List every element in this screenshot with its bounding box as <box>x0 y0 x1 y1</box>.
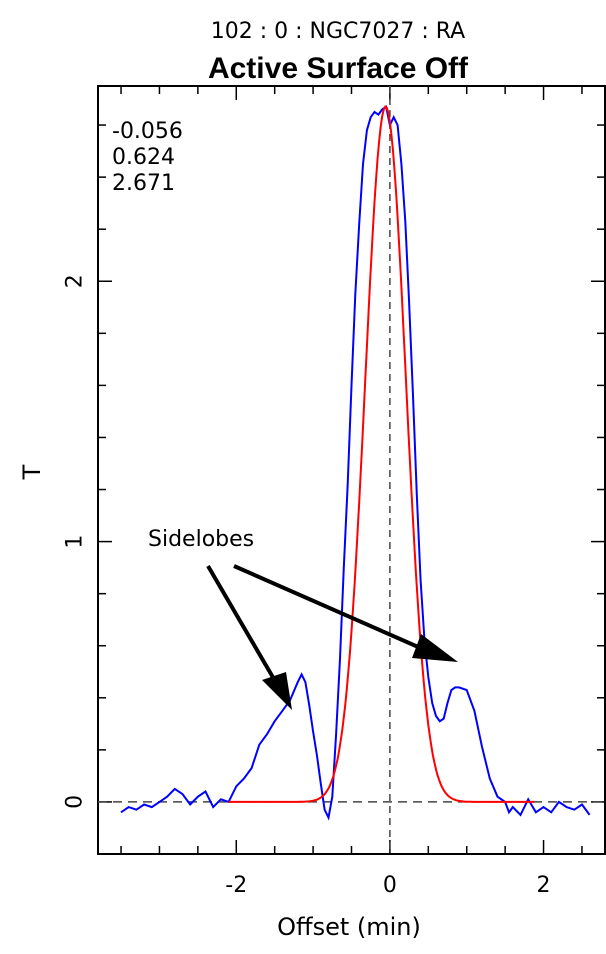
x-tick-label: 0 <box>383 873 397 898</box>
y-tick-label: 2 <box>63 274 88 288</box>
annotation-arrows <box>206 564 458 710</box>
arrow-left-head <box>262 672 292 710</box>
stat-peak: 2.671 <box>112 171 175 196</box>
reference-lines <box>98 86 605 854</box>
y-tick-label: 1 <box>63 535 88 549</box>
tick-labels: -2 0 2 0 1 2 <box>63 274 551 898</box>
arrow-right-shaft <box>233 564 426 652</box>
x-tick-label: -2 <box>225 873 247 898</box>
series-fit-line <box>228 105 535 803</box>
y-tick-label: 0 <box>63 795 88 809</box>
chart-subtitle: 102 : 0 : NGC7027 : RA <box>211 19 465 44</box>
annotation-sidelobes: Sidelobes <box>148 527 254 552</box>
x-tick-label: 2 <box>537 873 551 898</box>
x-axis-label: Offset (min) <box>277 913 421 941</box>
stat-width: 0.624 <box>112 145 175 170</box>
arrow-right-head <box>412 634 458 662</box>
plot-frame <box>97 85 606 855</box>
series-data-line <box>120 105 591 821</box>
y-axis-label: T <box>18 464 46 480</box>
stat-offset: -0.056 <box>112 119 183 144</box>
arrow-left-shaft <box>206 564 280 688</box>
chart-title: Active Surface Off <box>208 52 469 85</box>
axis-ticks <box>98 86 605 855</box>
